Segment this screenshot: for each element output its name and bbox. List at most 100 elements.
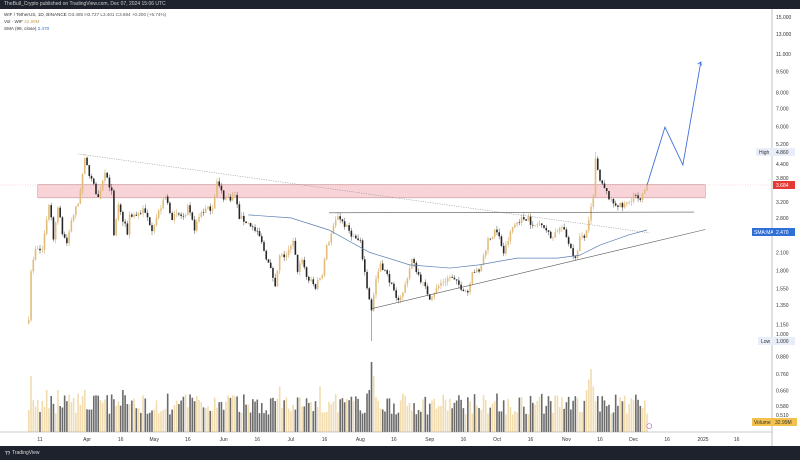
horizontal-support-line [328,211,695,214]
volume-bar [140,412,142,432]
candle [196,221,198,231]
volume-bar [229,397,232,432]
volume-bar [128,404,131,432]
volume-bar [549,401,552,432]
candle [352,235,355,237]
volume-bar [462,408,465,432]
candle [310,279,312,281]
volume-bar [372,376,375,432]
candle [256,230,259,232]
volume-bar [514,411,516,432]
price-axis[interactable]: 15.000 13.000 11.000 9.500 8.000 7.000 6.000 5.… [776,15,792,419]
volume-bar [169,414,171,432]
volume-bar [126,404,129,432]
candle [90,175,93,179]
volume-bar [48,408,50,432]
candle [258,231,261,237]
volume-bar [234,396,236,432]
candle [592,195,595,207]
volume-bar [155,400,158,432]
candle [428,294,431,300]
candle [422,282,424,283]
volume-bar [269,398,272,432]
volume-bar [588,379,590,432]
volume-bar [406,405,409,432]
volume-bar [431,400,433,432]
tradingview-logo-icon[interactable]: ⁊⁊ [5,450,10,456]
volume-bar [572,400,574,432]
time-axis[interactable]: 11 Apr 16 May 16 Jun 16 Jul 16 Aug 16 Sep 16 Oct 16 Nov… [37,437,739,443]
candle [579,236,581,252]
candle [236,194,238,205]
volume-bar [290,411,292,432]
candle [187,205,189,215]
volume-bar [77,393,79,432]
candle [169,202,171,213]
volume-bar [464,414,467,432]
candle [417,272,420,275]
candle [86,157,88,166]
candle [34,249,37,260]
candle [79,190,82,204]
volume-bar [500,411,503,432]
sma-label[interactable]: SMA (99, close) [4,26,37,31]
candle [527,216,530,221]
volume-bar [527,414,530,432]
volume-bar [554,395,556,432]
symbol-label[interactable]: WIF / TetherUS, 1D, BINANCE [4,12,67,17]
last-price-tag [773,181,795,189]
volume-bar [144,398,147,432]
candle [249,222,252,227]
volume-bar [601,396,604,432]
volume-bar [59,405,61,432]
candle [328,242,330,246]
candle [137,213,140,216]
volume-bar [319,386,321,432]
candle [231,195,234,201]
candle [48,205,50,220]
volume-bar [511,414,514,432]
volume-bar [285,397,288,432]
time-tick-label: Dec [629,437,638,443]
candle [106,172,108,178]
candle [140,213,142,214]
sma-value: 2.470 [37,26,50,31]
volume-bar [63,395,66,432]
candle [493,229,496,237]
price-chart[interactable]: 15.000 13.000 11.000 9.500 8.000 7.000 6.000 5.… [0,9,800,446]
candle [283,254,285,258]
candle [61,217,64,235]
volume-bar [596,395,599,432]
candle [341,219,344,222]
candle [455,279,458,281]
candle [464,290,467,292]
volume-bar [227,395,229,432]
candle [518,222,521,224]
volume-bar [395,414,397,432]
volume-bar [296,397,299,432]
footer-logo-text[interactable]: TradingView [11,450,40,456]
time-tick-label: 2025 [697,437,708,443]
time-tick-label: 16 [118,437,124,443]
candle [610,199,612,200]
volume-bar [428,403,431,432]
candle [574,256,577,258]
candle [41,249,44,251]
volume-label[interactable]: Vol · WIF [4,19,23,24]
volume-bar [630,398,633,432]
candle [160,208,162,211]
volume-bar [88,409,91,432]
candle [415,262,418,273]
candle [193,219,196,231]
volume-bar [612,412,615,432]
volume-bar [274,401,276,432]
price-tick-label: 5.200 [776,142,789,148]
price-tick-label: 1.150 [776,322,789,328]
candle [113,190,115,236]
candle [182,215,185,217]
volume-bar [491,403,494,432]
legend-symbol-row: WIF / TetherUS, 1D, BINANCE O3.485 H3.72… [4,11,166,18]
volume-bar [388,398,391,432]
candle [278,255,281,271]
price-tick-label: 6.000 [776,125,789,131]
